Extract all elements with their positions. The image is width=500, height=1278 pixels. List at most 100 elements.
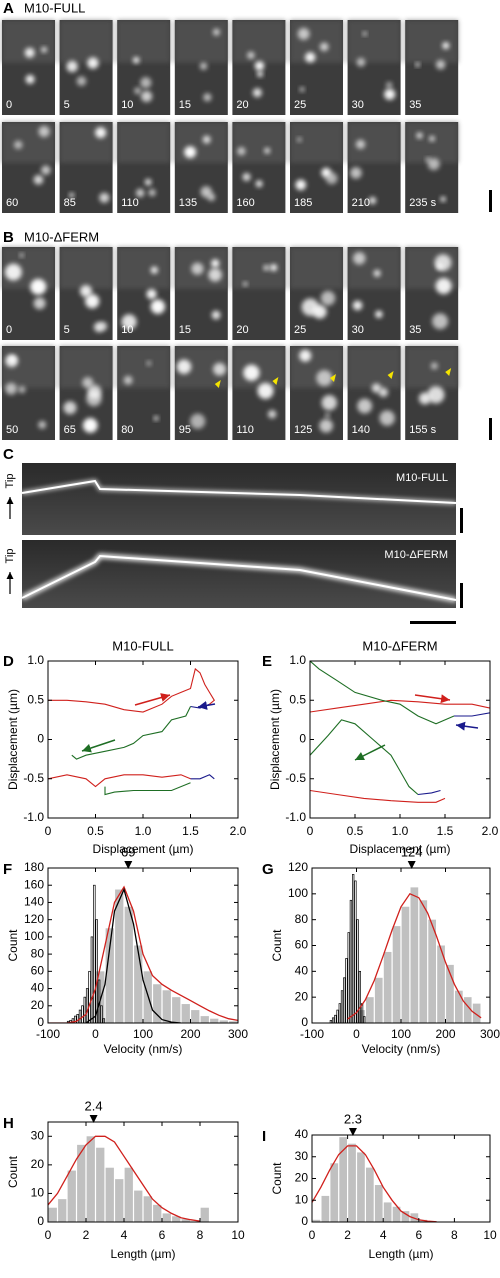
frame <box>174 122 228 213</box>
x-tick-label: 6 <box>415 1228 422 1242</box>
arrow <box>134 693 171 706</box>
trajectory <box>310 719 419 795</box>
time-label: 20 <box>236 99 248 111</box>
x-axis-label: Length (µm) <box>369 1247 434 1261</box>
x-tick-label: 0.5 <box>87 824 104 838</box>
time-label: 135 <box>179 197 197 209</box>
trajectory <box>190 703 210 709</box>
frame <box>117 346 171 440</box>
panel-label: I <box>262 1128 266 1145</box>
x-tick-label: -100 <box>300 1027 324 1041</box>
frame-haze <box>59 247 113 289</box>
time-label: 95 <box>179 424 191 436</box>
y-tick-label: 120 <box>288 860 308 874</box>
kymo-title: M10-ΔFERM <box>384 549 448 561</box>
time-label: 110 <box>236 424 254 436</box>
histogram-bar <box>392 1206 401 1222</box>
histogram-bar <box>143 971 152 1023</box>
frame-haze <box>59 122 113 163</box>
x-tick-label: 200 <box>435 1027 455 1041</box>
arrow <box>81 739 116 753</box>
x-tick-label: -100 <box>36 1027 60 1041</box>
plot-area <box>48 1135 209 1222</box>
histogram-bar <box>105 928 114 1023</box>
time-label: 15 <box>179 99 191 111</box>
spot <box>150 299 166 314</box>
y-tick-label: 1.0 <box>27 653 44 667</box>
axes-frame <box>311 1134 491 1223</box>
histogram-bar <box>348 1143 356 1222</box>
peak-label: 2.4 <box>85 1098 103 1113</box>
frame <box>59 20 113 115</box>
spot <box>5 382 18 395</box>
frame-haze <box>232 346 286 389</box>
arrowhead <box>214 380 221 388</box>
scale-bar <box>460 583 463 608</box>
trajectory <box>454 712 490 717</box>
histogram-bar <box>330 1163 339 1222</box>
spot <box>247 51 255 60</box>
y-tick-label: 30 <box>295 1149 309 1163</box>
spot <box>264 147 271 154</box>
spot <box>255 180 263 188</box>
spot <box>352 300 363 311</box>
frame <box>347 346 401 440</box>
spot <box>207 193 216 202</box>
y-tick-label: 120 <box>24 912 44 926</box>
spot <box>435 277 452 295</box>
arrowhead <box>272 377 279 385</box>
spot <box>440 196 446 202</box>
spot <box>211 310 221 320</box>
panel-label: G <box>262 861 274 878</box>
frame-haze <box>232 247 286 289</box>
plot-area <box>48 667 216 796</box>
spot <box>319 418 333 433</box>
spot <box>371 383 382 393</box>
histogram-bar <box>446 964 454 1023</box>
y-tick-label: 20 <box>295 1171 309 1185</box>
spot <box>98 321 108 331</box>
frame <box>405 20 459 115</box>
frame <box>117 247 171 340</box>
trajectory <box>310 699 490 713</box>
y-tick-label: 20 <box>31 998 45 1012</box>
x-tick-label: 4 <box>121 1228 128 1242</box>
x-tick-label: 200 <box>180 1027 200 1041</box>
arrowhead <box>445 368 452 376</box>
x-tick-label: 2 <box>83 1228 90 1242</box>
frame <box>2 346 55 440</box>
spot <box>63 401 77 415</box>
spot <box>375 310 383 319</box>
plot-area <box>329 874 482 1023</box>
arrow <box>414 694 451 704</box>
spot <box>33 174 44 185</box>
spot <box>41 165 51 175</box>
frame-haze <box>347 20 401 63</box>
x-axis-label: Displacement (µm) <box>93 842 194 856</box>
x-tick-label: 1.5 <box>437 824 454 838</box>
panel-label: B <box>3 229 14 246</box>
x-tick-label: 1.0 <box>135 824 152 838</box>
spot <box>430 362 438 370</box>
trajectory <box>310 661 455 725</box>
spot <box>86 391 102 407</box>
histogram-bar <box>347 932 350 1023</box>
histogram-bar <box>191 1010 200 1023</box>
spot <box>212 28 220 36</box>
spot <box>203 93 212 102</box>
spot <box>85 294 100 309</box>
x-axis-label: Velocity (nm/s) <box>104 1042 183 1056</box>
frame <box>347 122 401 213</box>
histogram-bar <box>85 988 89 1023</box>
panel-label: D <box>3 653 14 670</box>
histogram-bar <box>338 1003 341 1023</box>
histogram-bar <box>102 1018 106 1023</box>
spot <box>356 57 366 67</box>
spot <box>378 387 389 397</box>
x-tick-label: 0.5 <box>347 824 364 838</box>
time-label: 20 <box>236 324 248 336</box>
frame-haze <box>59 20 113 63</box>
peak-marker <box>348 1128 357 1136</box>
time-label: 0 <box>6 99 12 111</box>
spot <box>80 285 92 298</box>
